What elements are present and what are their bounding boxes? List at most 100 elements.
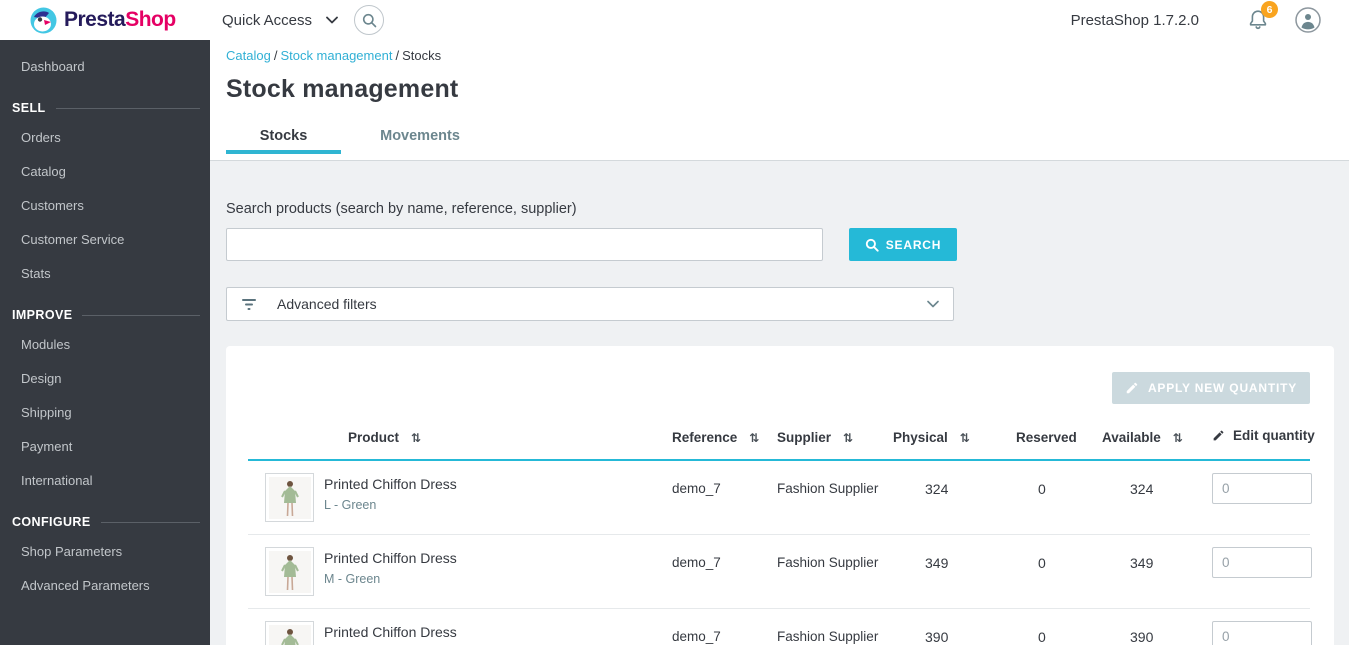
column-reference-label: Reference: [672, 430, 738, 445]
card-toolbar: APPLY NEW QUANTITY: [226, 346, 1334, 404]
product-thumbnail: [265, 621, 314, 645]
topbar: PrestaShop Quick Access PrestaShop 1.7.2…: [0, 0, 1349, 40]
search-products-label: Search products (search by name, referen…: [226, 201, 577, 217]
product-name: Printed Chiffon Dress: [324, 476, 457, 492]
column-product-label: Product: [348, 430, 400, 445]
sort-icon[interactable]: ⇅: [959, 431, 970, 445]
prestashop-logo[interactable]: PrestaShop: [0, 7, 210, 34]
stock-row: Printed Chiffon Dress L - Green demo_7 F…: [248, 460, 1312, 535]
stock-row: Printed Chiffon Dress M - Green demo_7 F…: [248, 534, 1312, 609]
breadcrumb-separator: /: [273, 48, 278, 63]
sort-icon[interactable]: ⇅: [749, 431, 760, 445]
product-name: Printed Chiffon Dress: [324, 550, 457, 566]
search-button-label: SEARCH: [885, 237, 942, 252]
avatar-icon[interactable]: [1295, 7, 1321, 33]
stock-row: Printed Chiffon Dress demo_7 Fashion Sup…: [248, 608, 1312, 645]
table-header-row: Product ⇅ Reference ⇅ Supplier ⇅ Physical ⇅ …: [248, 414, 1315, 461]
sidebar-item-stats[interactable]: Stats: [21, 266, 51, 281]
content-panel: Search products (search by name, referen…: [210, 160, 1349, 645]
sidebar-item-catalog[interactable]: Catalog: [21, 164, 66, 179]
topbar-right: PrestaShop 1.7.2.0 6: [1071, 1, 1349, 33]
sidebar-section-configure-label: CONFIGURE: [12, 515, 91, 529]
tab-movements[interactable]: Movements: [380, 127, 460, 144]
search-products-input[interactable]: [226, 228, 823, 261]
notifications-bell-icon[interactable]: 6: [1247, 1, 1278, 32]
sort-icon[interactable]: ⇅: [411, 431, 422, 445]
sidebar-item-shipping[interactable]: Shipping: [21, 405, 72, 420]
filter-icon: [241, 298, 257, 311]
reserved-value: 0: [1016, 608, 1102, 645]
logo-text: PrestaShop: [64, 8, 176, 31]
chevron-down-icon: [927, 300, 939, 308]
product-variant: L - Green: [324, 498, 377, 512]
search-icon[interactable]: [354, 5, 385, 35]
search-icon: [865, 238, 879, 252]
stock-table: Product ⇅ Reference ⇅ Supplier ⇅ Physical ⇅ …: [248, 414, 1315, 645]
divider: [100, 521, 200, 523]
apply-new-quantity-button[interactable]: APPLY NEW QUANTITY: [1112, 372, 1310, 404]
tab-stocks[interactable]: Stocks: [226, 121, 341, 154]
sidebar-item-dashboard[interactable]: Dashboard: [21, 59, 85, 74]
physical-value: 390: [893, 608, 1016, 645]
breadcrumb-stock-management-link[interactable]: Stock management: [280, 48, 393, 63]
pencil-icon: [1212, 430, 1225, 445]
reference-value: demo_7: [672, 460, 777, 535]
supplier-value: Fashion Supplier: [777, 608, 893, 645]
breadcrumb-catalog-link[interactable]: Catalog: [226, 48, 271, 63]
sidebar-item-orders[interactable]: Orders: [21, 130, 61, 145]
sidebar-item-customers[interactable]: Customers: [21, 198, 84, 213]
search-button[interactable]: SEARCH: [849, 228, 957, 261]
supplier-value: Fashion Supplier: [777, 534, 893, 609]
edit-quantity-input[interactable]: [1212, 547, 1312, 578]
menu-collapse-icon[interactable]: [0, 636, 210, 645]
chevron-down-icon: [326, 16, 338, 24]
main-content: Catalog / Stock management / Stocks Stock ma…: [210, 40, 1349, 645]
sidebar-item-modules[interactable]: Modules: [21, 337, 71, 352]
search-row: SEARCH: [226, 228, 1334, 261]
breadcrumb-separator: /: [395, 48, 400, 63]
product-variant: M - Green: [324, 572, 381, 586]
tab-bar: Stocks Movements: [226, 121, 1349, 154]
sidebar-item-customer-service[interactable]: Customer Service: [21, 232, 125, 247]
sidebar: Dashboard SELL Orders Catalog Customers …: [0, 40, 210, 645]
sidebar-section-improve-label: IMPROVE: [12, 308, 73, 322]
divider: [55, 107, 200, 109]
sidebar-section-sell: SELL: [0, 89, 210, 123]
quick-access-label: Quick Access: [222, 11, 313, 29]
breadcrumb-current: Stocks: [402, 48, 442, 63]
pencil-icon: [1125, 381, 1139, 395]
sidebar-section-improve: IMPROVE: [0, 296, 210, 330]
column-edit-quantity-label: Edit quantity: [1233, 428, 1315, 443]
available-value: 349: [1102, 534, 1212, 609]
advanced-filters-toggle[interactable]: Advanced filters: [226, 287, 954, 321]
apply-button-label: APPLY NEW QUANTITY: [1147, 381, 1298, 395]
stock-card: APPLY NEW QUANTITY Product ⇅ Reference ⇅ S…: [226, 346, 1334, 645]
physical-value: 324: [893, 460, 1016, 535]
supplier-value: Fashion Supplier: [777, 460, 893, 535]
sidebar-section-configure: CONFIGURE: [0, 503, 210, 537]
sidebar-item-international[interactable]: International: [21, 473, 93, 488]
sort-icon[interactable]: ⇅: [1172, 431, 1183, 445]
physical-value: 349: [893, 534, 1016, 609]
column-available-label: Available: [1102, 430, 1161, 445]
notification-badge: 6: [1261, 1, 1278, 18]
advanced-filters-label: Advanced filters: [277, 296, 377, 312]
quick-access-dropdown[interactable]: Quick Access: [222, 12, 338, 29]
sidebar-item-payment[interactable]: Payment: [21, 439, 73, 454]
edit-quantity-input[interactable]: [1212, 473, 1312, 504]
edit-quantity-input[interactable]: [1212, 621, 1312, 645]
divider: [82, 314, 200, 316]
breadcrumb: Catalog / Stock management / Stocks: [210, 40, 1349, 63]
available-value: 390: [1102, 608, 1212, 645]
sidebar-item-design[interactable]: Design: [21, 371, 62, 386]
page-title: Stock management: [226, 75, 459, 103]
reserved-value: 0: [1016, 460, 1102, 535]
sidebar-item-shop-parameters[interactable]: Shop Parameters: [21, 544, 123, 559]
product-thumbnail: [265, 547, 314, 596]
product-thumbnail: [265, 473, 314, 522]
column-physical-label: Physical: [893, 430, 948, 445]
sidebar-item-advanced-parameters[interactable]: Advanced Parameters: [21, 578, 150, 593]
column-reserved-label: Reserved: [1016, 430, 1077, 445]
sort-icon[interactable]: ⇅: [843, 431, 854, 445]
